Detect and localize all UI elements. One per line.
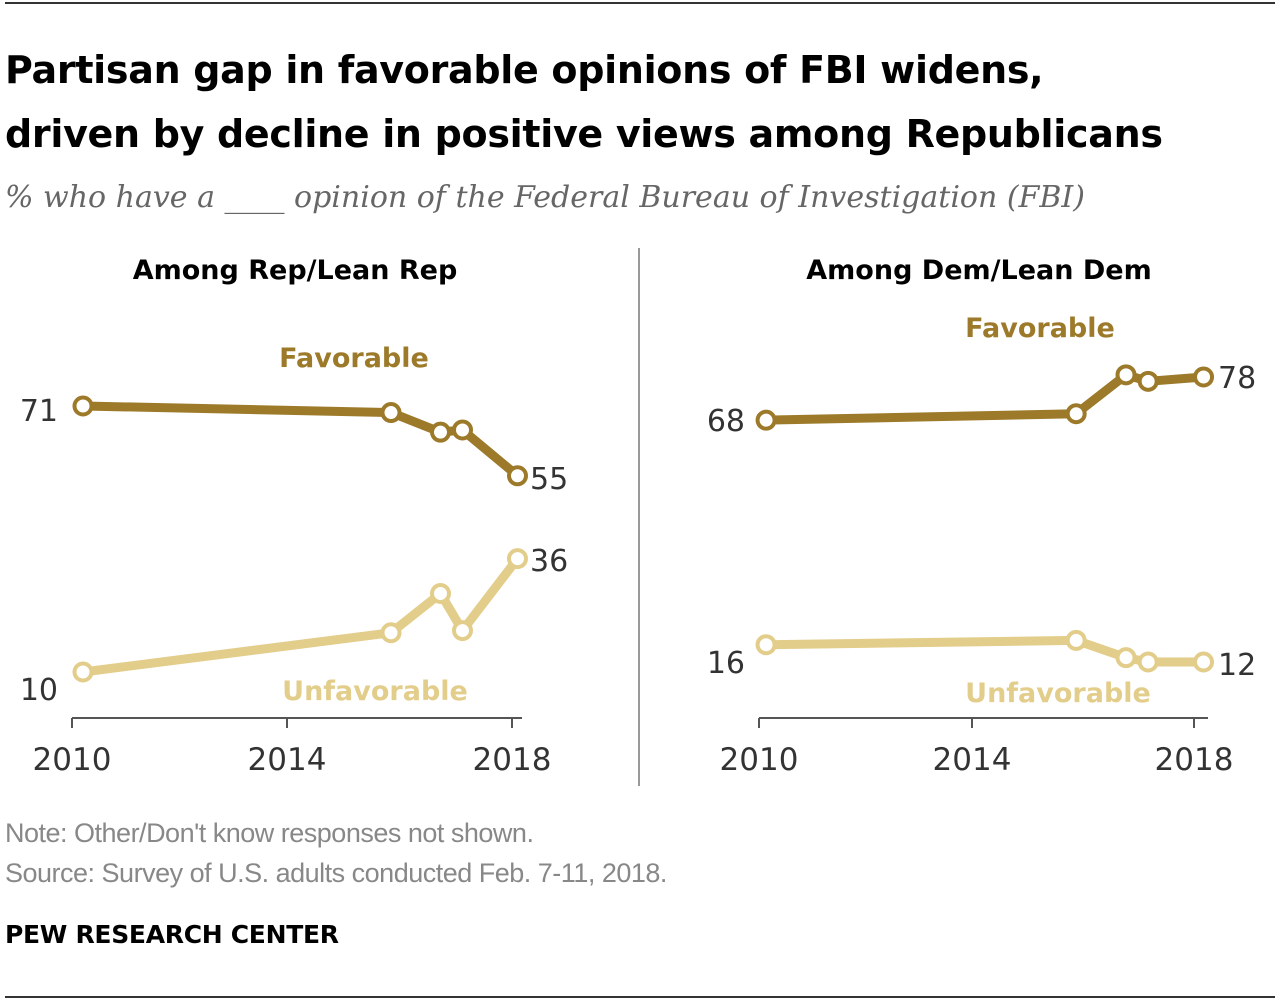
data-point-1-0-1: [1065, 403, 1087, 425]
series-label-0-0: Favorable: [279, 343, 429, 374]
end-value-label-0-0: 55: [530, 462, 568, 497]
footnote: Note: Other/Don't know responses not sho…: [5, 818, 534, 848]
data-point-0-1-1: [380, 622, 402, 644]
bottom-rule: [5, 996, 1275, 998]
chart-title: Partisan gap in favorable opinions of FB…: [5, 38, 1275, 166]
series-line-0-0: [78, 401, 522, 481]
chart-subtitle: % who have a ____ opinion of the Federal…: [5, 180, 1085, 215]
x-tick-label-1-1: 2014: [933, 742, 1012, 778]
end-value-label-1-1: 12: [1218, 648, 1256, 683]
start-value-label-0-1: 10: [20, 673, 58, 708]
data-point-0-1-0: [72, 661, 94, 683]
start-value-label-1-0: 68: [707, 404, 745, 439]
data-point-1-0-0: [755, 409, 777, 431]
series-label-0-1: Unfavorable: [282, 676, 468, 707]
data-point-1-1-1: [1065, 629, 1087, 651]
series-line-1-1: [761, 635, 1209, 667]
brand-logo-text: PEW RESEARCH CENTER: [5, 920, 339, 949]
panel-title-dem: Among Dem/Lean Dem: [806, 255, 1152, 286]
data-point-1-0-4: [1193, 366, 1215, 388]
x-tick-label-0-1: 2014: [248, 742, 327, 778]
end-value-label-0-1: 36: [530, 544, 568, 579]
data-point-1-1-2: [1115, 647, 1137, 669]
start-value-label-1-1: 16: [707, 646, 745, 681]
data-point-0-1-3: [452, 620, 473, 642]
x-tick-label-1-0: 2010: [720, 742, 799, 778]
series-label-1-0: Favorable: [965, 313, 1115, 344]
panel-title-rep: Among Rep/Lean Rep: [132, 255, 458, 286]
x-tick-label-1-2: 2018: [1155, 742, 1234, 778]
title-line-1: Partisan gap in favorable opinions of FB…: [5, 48, 1044, 92]
panel-divider: [638, 248, 640, 786]
data-point-0-1-2: [430, 583, 451, 605]
data-point-0-0-4: [507, 465, 528, 487]
data-point-1-0-3: [1137, 370, 1159, 392]
x-tick-label-0-2: 2018: [473, 742, 552, 778]
series-line-0-1: [78, 554, 522, 677]
data-point-0-1-4: [507, 548, 528, 570]
top-rule: [5, 2, 1275, 4]
end-value-label-1-0: 78: [1218, 361, 1256, 396]
source-note: Source: Survey of U.S. adults conducted …: [5, 858, 667, 888]
data-point-0-0-2: [430, 421, 451, 443]
x-tick-label-0-0: 2010: [33, 742, 112, 778]
data-point-0-0-1: [380, 402, 402, 424]
data-point-1-1-0: [755, 634, 777, 656]
data-point-1-1-3: [1137, 651, 1159, 673]
data-point-1-0-2: [1115, 364, 1137, 386]
data-point-1-1-4: [1193, 651, 1215, 673]
data-point-0-0-3: [452, 419, 473, 441]
data-point-0-0-0: [72, 395, 94, 417]
start-value-label-0-0: 71: [20, 394, 58, 429]
title-line-2: driven by decline in positive views amon…: [5, 112, 1163, 156]
series-label-1-1: Unfavorable: [965, 678, 1151, 709]
